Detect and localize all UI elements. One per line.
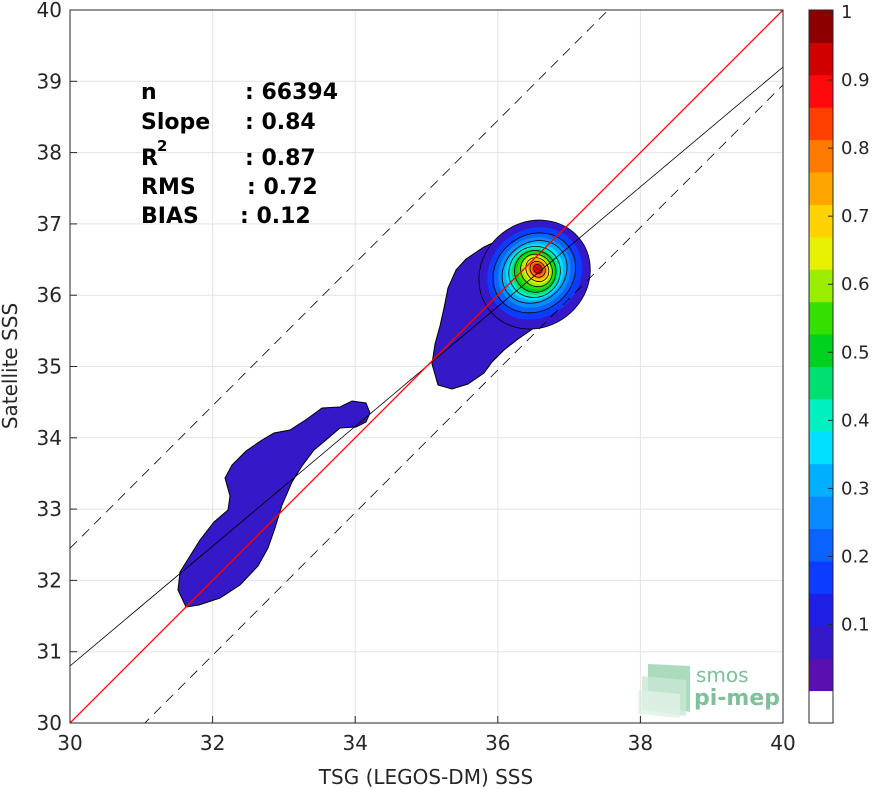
colorbar-tick-label: 1 [841, 2, 852, 23]
logo-graphic-icon [638, 664, 690, 718]
colorbar [809, 10, 833, 724]
y-tick-label: 31 [37, 640, 62, 664]
colorbar-segment [809, 431, 833, 465]
y-tick-label: 35 [37, 355, 62, 379]
colorbar-segment [809, 560, 833, 594]
colorbar-tick-label: 0.1 [841, 615, 870, 636]
stat-bias-value: : 0.12 [240, 204, 311, 229]
colorbar-segment [809, 139, 833, 173]
colorbar-tick-label: 0.4 [841, 410, 870, 431]
colorbar-segment [809, 334, 833, 367]
y-axis-ticks: 30 31 32 33 34 35 36 37 38 39 40 [37, 0, 77, 735]
colorbar-ticks: 0.1 0.2 0.3 0.4 0.5 0.6 0.7 0.8 0.9 1 [828, 2, 870, 636]
smos-pi-mep-logo: smos pi-mep [638, 663, 780, 718]
colorbar-segment [809, 107, 833, 141]
colorbar-tick-label: 0.6 [841, 274, 870, 295]
y-tick-label: 34 [37, 426, 62, 450]
stat-bias-label: BIAS [141, 204, 199, 229]
density-contours [177, 219, 591, 608]
x-tick-label: 40 [770, 731, 795, 755]
colorbar-segment [809, 593, 833, 627]
density-region-low-salinity [177, 400, 371, 608]
colorbar-tick-label: 0.2 [841, 546, 870, 567]
one-to-one-line [70, 10, 783, 723]
y-tick-label: 37 [37, 212, 62, 236]
colorbar-segment [809, 463, 833, 497]
stat-r2-label: R [141, 146, 158, 171]
y-tick-label: 40 [37, 0, 62, 22]
stat-rms-label: RMS [141, 175, 196, 200]
colorbar-segment [809, 496, 833, 530]
y-tick-label: 33 [37, 497, 62, 521]
x-axis-label: TSG (LEGOS-DM) SSS [318, 765, 533, 789]
x-tick-label: 32 [200, 731, 225, 755]
stat-r2-value: : 0.87 [245, 146, 316, 171]
x-axis-ticks: 30 32 34 36 38 40 [57, 716, 796, 755]
y-tick-label: 30 [37, 711, 62, 735]
logo-line2: pi-mep [694, 686, 780, 711]
stat-slope-label: Slope [141, 110, 210, 135]
colorbar-segment [809, 366, 833, 400]
stat-n-value: : 66394 [245, 80, 338, 105]
colorbar-segment [809, 658, 833, 692]
x-tick-label: 36 [485, 731, 510, 755]
y-tick-label: 32 [37, 568, 62, 592]
y-tick-label: 36 [37, 283, 62, 307]
stats-annotation: n : 66394 Slope : 0.84 R 2 : 0.87 RMS : … [141, 80, 338, 229]
colorbar-segment [809, 625, 833, 659]
colorbar-segment [809, 301, 833, 335]
x-tick-label: 38 [628, 731, 653, 755]
colorbar-segment [809, 398, 833, 432]
logo-line1: smos [696, 663, 749, 687]
stat-rms-value: : 0.72 [247, 175, 318, 200]
colorbar-segment [809, 172, 833, 205]
x-tick-label: 34 [342, 731, 367, 755]
colorbar-frame [808, 9, 834, 724]
colorbar-segment [809, 269, 833, 303]
stat-r2-sup: 2 [157, 137, 167, 155]
y-tick-label: 39 [37, 69, 62, 93]
y-axis-label: Satellite SSS [0, 303, 22, 429]
colorbar-segment [809, 42, 833, 76]
colorbar-tick-label: 0.7 [841, 206, 870, 227]
colorbar-segment [809, 528, 833, 562]
density-contour-level [534, 265, 541, 272]
reference-lines [70, 10, 783, 723]
colorbar-tick-label: 0.5 [841, 342, 870, 363]
colorbar-tick-label: 0.9 [841, 70, 870, 91]
colorbar-segment [809, 204, 833, 238]
colorbar-segment [809, 236, 833, 270]
colorbar-tick-label: 0.8 [841, 138, 870, 159]
stat-n-label: n [141, 80, 157, 105]
stat-slope-value: : 0.84 [245, 110, 316, 135]
colorbar-segment [809, 690, 833, 724]
y-tick-label: 38 [37, 141, 62, 165]
lower-bound-dashed-line [144, 84, 783, 723]
density-contour-levels [478, 219, 591, 330]
colorbar-segment [809, 10, 833, 43]
colorbar-tick-label: 0.3 [841, 478, 870, 499]
x-tick-label: 30 [57, 731, 82, 755]
